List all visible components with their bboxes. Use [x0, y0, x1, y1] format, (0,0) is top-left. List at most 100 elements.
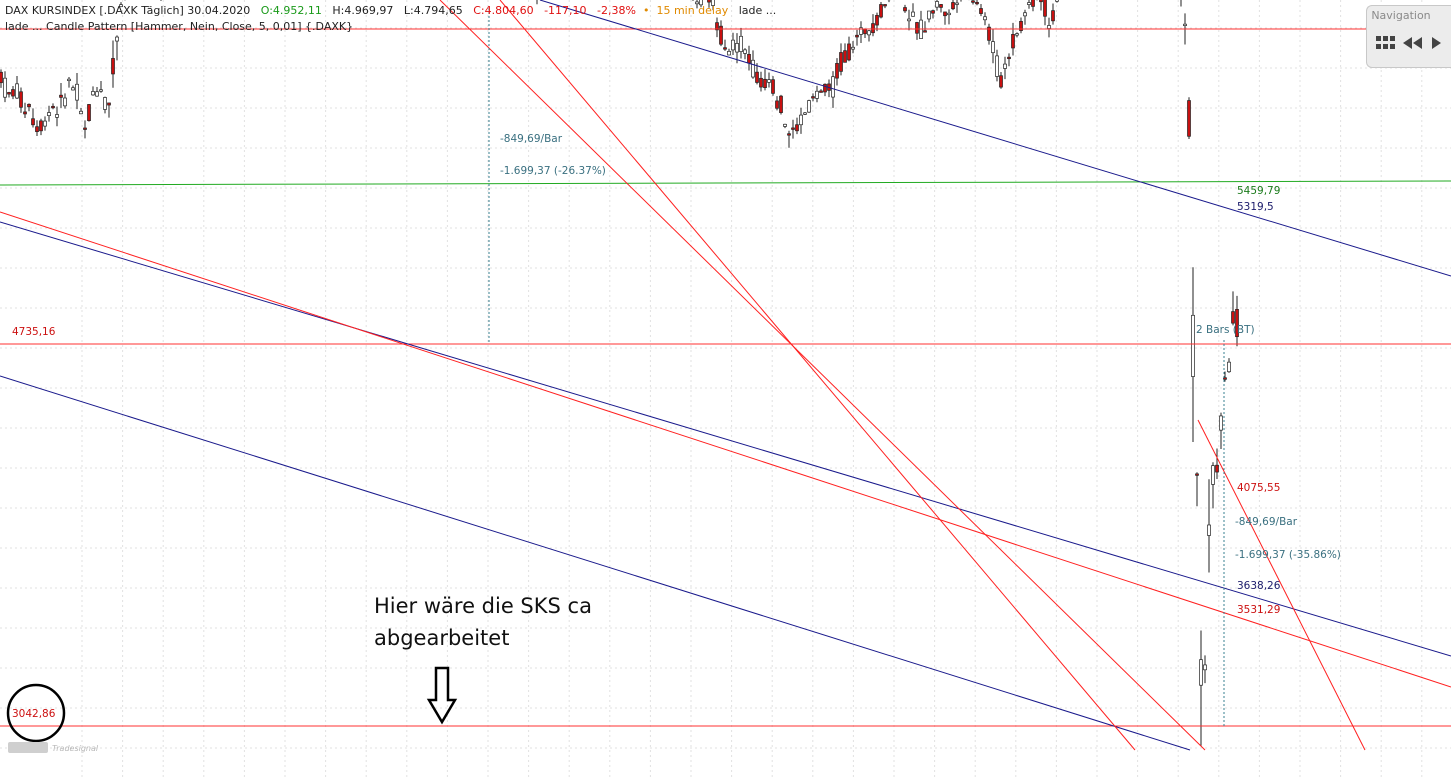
measure-change-label-2: -1.699,37 (-35.86%)	[1235, 549, 1341, 561]
bear-candle	[855, 34, 859, 38]
bull-candle	[99, 89, 103, 92]
bear-candle	[975, 1, 979, 5]
bull-candle	[831, 76, 835, 98]
bear-candle	[1223, 377, 1227, 380]
bull-candle	[711, 0, 715, 6]
bear-candle	[0, 71, 3, 84]
bull-candle	[71, 87, 75, 91]
measure-bars-label: 2 Bars (BT)	[1196, 324, 1255, 336]
bear-candle	[843, 50, 847, 63]
bull-candle	[1199, 659, 1203, 686]
highlight-circle	[6, 683, 66, 743]
bear-candle	[51, 105, 55, 109]
measure-rate-label-2: -849,69/Bar	[1235, 516, 1298, 528]
delay-notice: 15 min delay	[656, 4, 729, 17]
bear-candle	[1031, 0, 1035, 7]
close-value: C:4.804,60	[473, 4, 534, 17]
bull-candle	[767, 79, 771, 83]
bear-candle	[1215, 464, 1219, 473]
red-fan-line-1	[439, 0, 1206, 751]
trend-lines	[0, 0, 1451, 751]
bull-candle	[911, 11, 915, 17]
bull-candle	[1015, 33, 1019, 36]
annotation-line2: abgearbeitet	[374, 626, 510, 650]
bull-candle	[735, 43, 739, 53]
bear-candle	[835, 63, 839, 79]
bear-candle	[979, 8, 983, 14]
bull-candle	[115, 36, 119, 42]
bear-candle	[723, 47, 727, 50]
bull-candle	[1023, 12, 1027, 17]
bear-candle	[31, 118, 35, 126]
bear-candle	[1019, 20, 1023, 31]
instrument-title: DAX KURSINDEX [.DAXK Täglich] 30.04.2020	[5, 4, 251, 17]
bull-candle	[947, 12, 951, 16]
bear-candle	[971, 0, 975, 3]
level-labels: 5459,79 4735,16 5319,5 4075,55 3638,26 3531,2…	[12, 133, 1341, 720]
bear-candle	[7, 92, 11, 95]
bull-candle	[3, 77, 7, 98]
bear-candle	[747, 53, 751, 64]
bull-candle	[1003, 63, 1007, 69]
bear-candle	[763, 78, 767, 89]
navigation-title: Navigation	[1371, 9, 1431, 22]
delay-dot-icon: •	[639, 4, 653, 17]
bull-candle	[79, 110, 83, 115]
bear-candle	[83, 127, 87, 130]
bear-candle	[1231, 311, 1235, 324]
bear-candle	[707, 0, 711, 3]
play-icon[interactable]	[1429, 34, 1443, 52]
bear-candle	[779, 95, 783, 113]
line-label-3531: 3531,29	[1237, 604, 1280, 616]
bear-candle	[27, 103, 31, 108]
level-label-4735: 4735,16	[12, 326, 56, 338]
indicator-status: lade ... Candle Pattern [Hammer, Nein, C…	[5, 20, 354, 33]
bear-candle	[923, 30, 927, 33]
channel-middle-line	[0, 221, 1451, 657]
channel-upper-line	[539, 0, 1451, 277]
rewind-icon[interactable]	[1401, 34, 1425, 52]
bull-candle	[991, 41, 995, 54]
bear-candle	[931, 10, 935, 14]
bull-candle	[1055, 0, 1059, 2]
bull-candle	[907, 18, 911, 22]
line-label-5319: 5319,5	[1237, 201, 1274, 213]
bull-candle	[699, 0, 703, 6]
bear-candle	[883, 4, 887, 7]
bull-candle	[43, 120, 47, 127]
bear-candle	[943, 11, 947, 17]
bull-candle	[1219, 415, 1223, 431]
bear-candle	[1043, 0, 1047, 17]
bull-candle	[935, 1, 939, 8]
bull-candle	[859, 27, 863, 35]
bear-candle	[775, 100, 779, 109]
bull-candle	[1047, 25, 1051, 29]
bull-candle	[1191, 314, 1195, 377]
bear-candle	[715, 22, 719, 31]
line-label-3638: 3638,26	[1237, 580, 1281, 592]
bull-candle	[955, 2, 959, 5]
bull-candle	[783, 123, 787, 127]
bull-candle	[851, 46, 855, 50]
bear-candle	[847, 43, 851, 61]
bull-candle	[47, 112, 51, 117]
bear-candle	[107, 102, 111, 106]
bear-candle	[915, 22, 919, 34]
annotation-line1: Hier wäre die SKS ca	[374, 594, 592, 618]
grid-icon[interactable]	[1375, 34, 1397, 52]
bear-candle	[875, 15, 879, 26]
bear-candle	[1195, 473, 1199, 476]
bull-candle	[103, 97, 107, 110]
bull-candle	[995, 55, 999, 77]
bear-candle	[903, 7, 907, 12]
watermark-logo-icon	[8, 742, 48, 753]
measure-rate-label-1: -849,69/Bar	[500, 133, 563, 145]
chart-header-line2: lade ... Candle Pattern [Hammer, Nein, C…	[5, 20, 353, 33]
bull-candle	[727, 50, 731, 56]
bear-candle	[23, 111, 27, 115]
bear-candle	[1187, 100, 1191, 137]
bear-candle	[755, 71, 759, 83]
bull-candle	[751, 59, 755, 78]
